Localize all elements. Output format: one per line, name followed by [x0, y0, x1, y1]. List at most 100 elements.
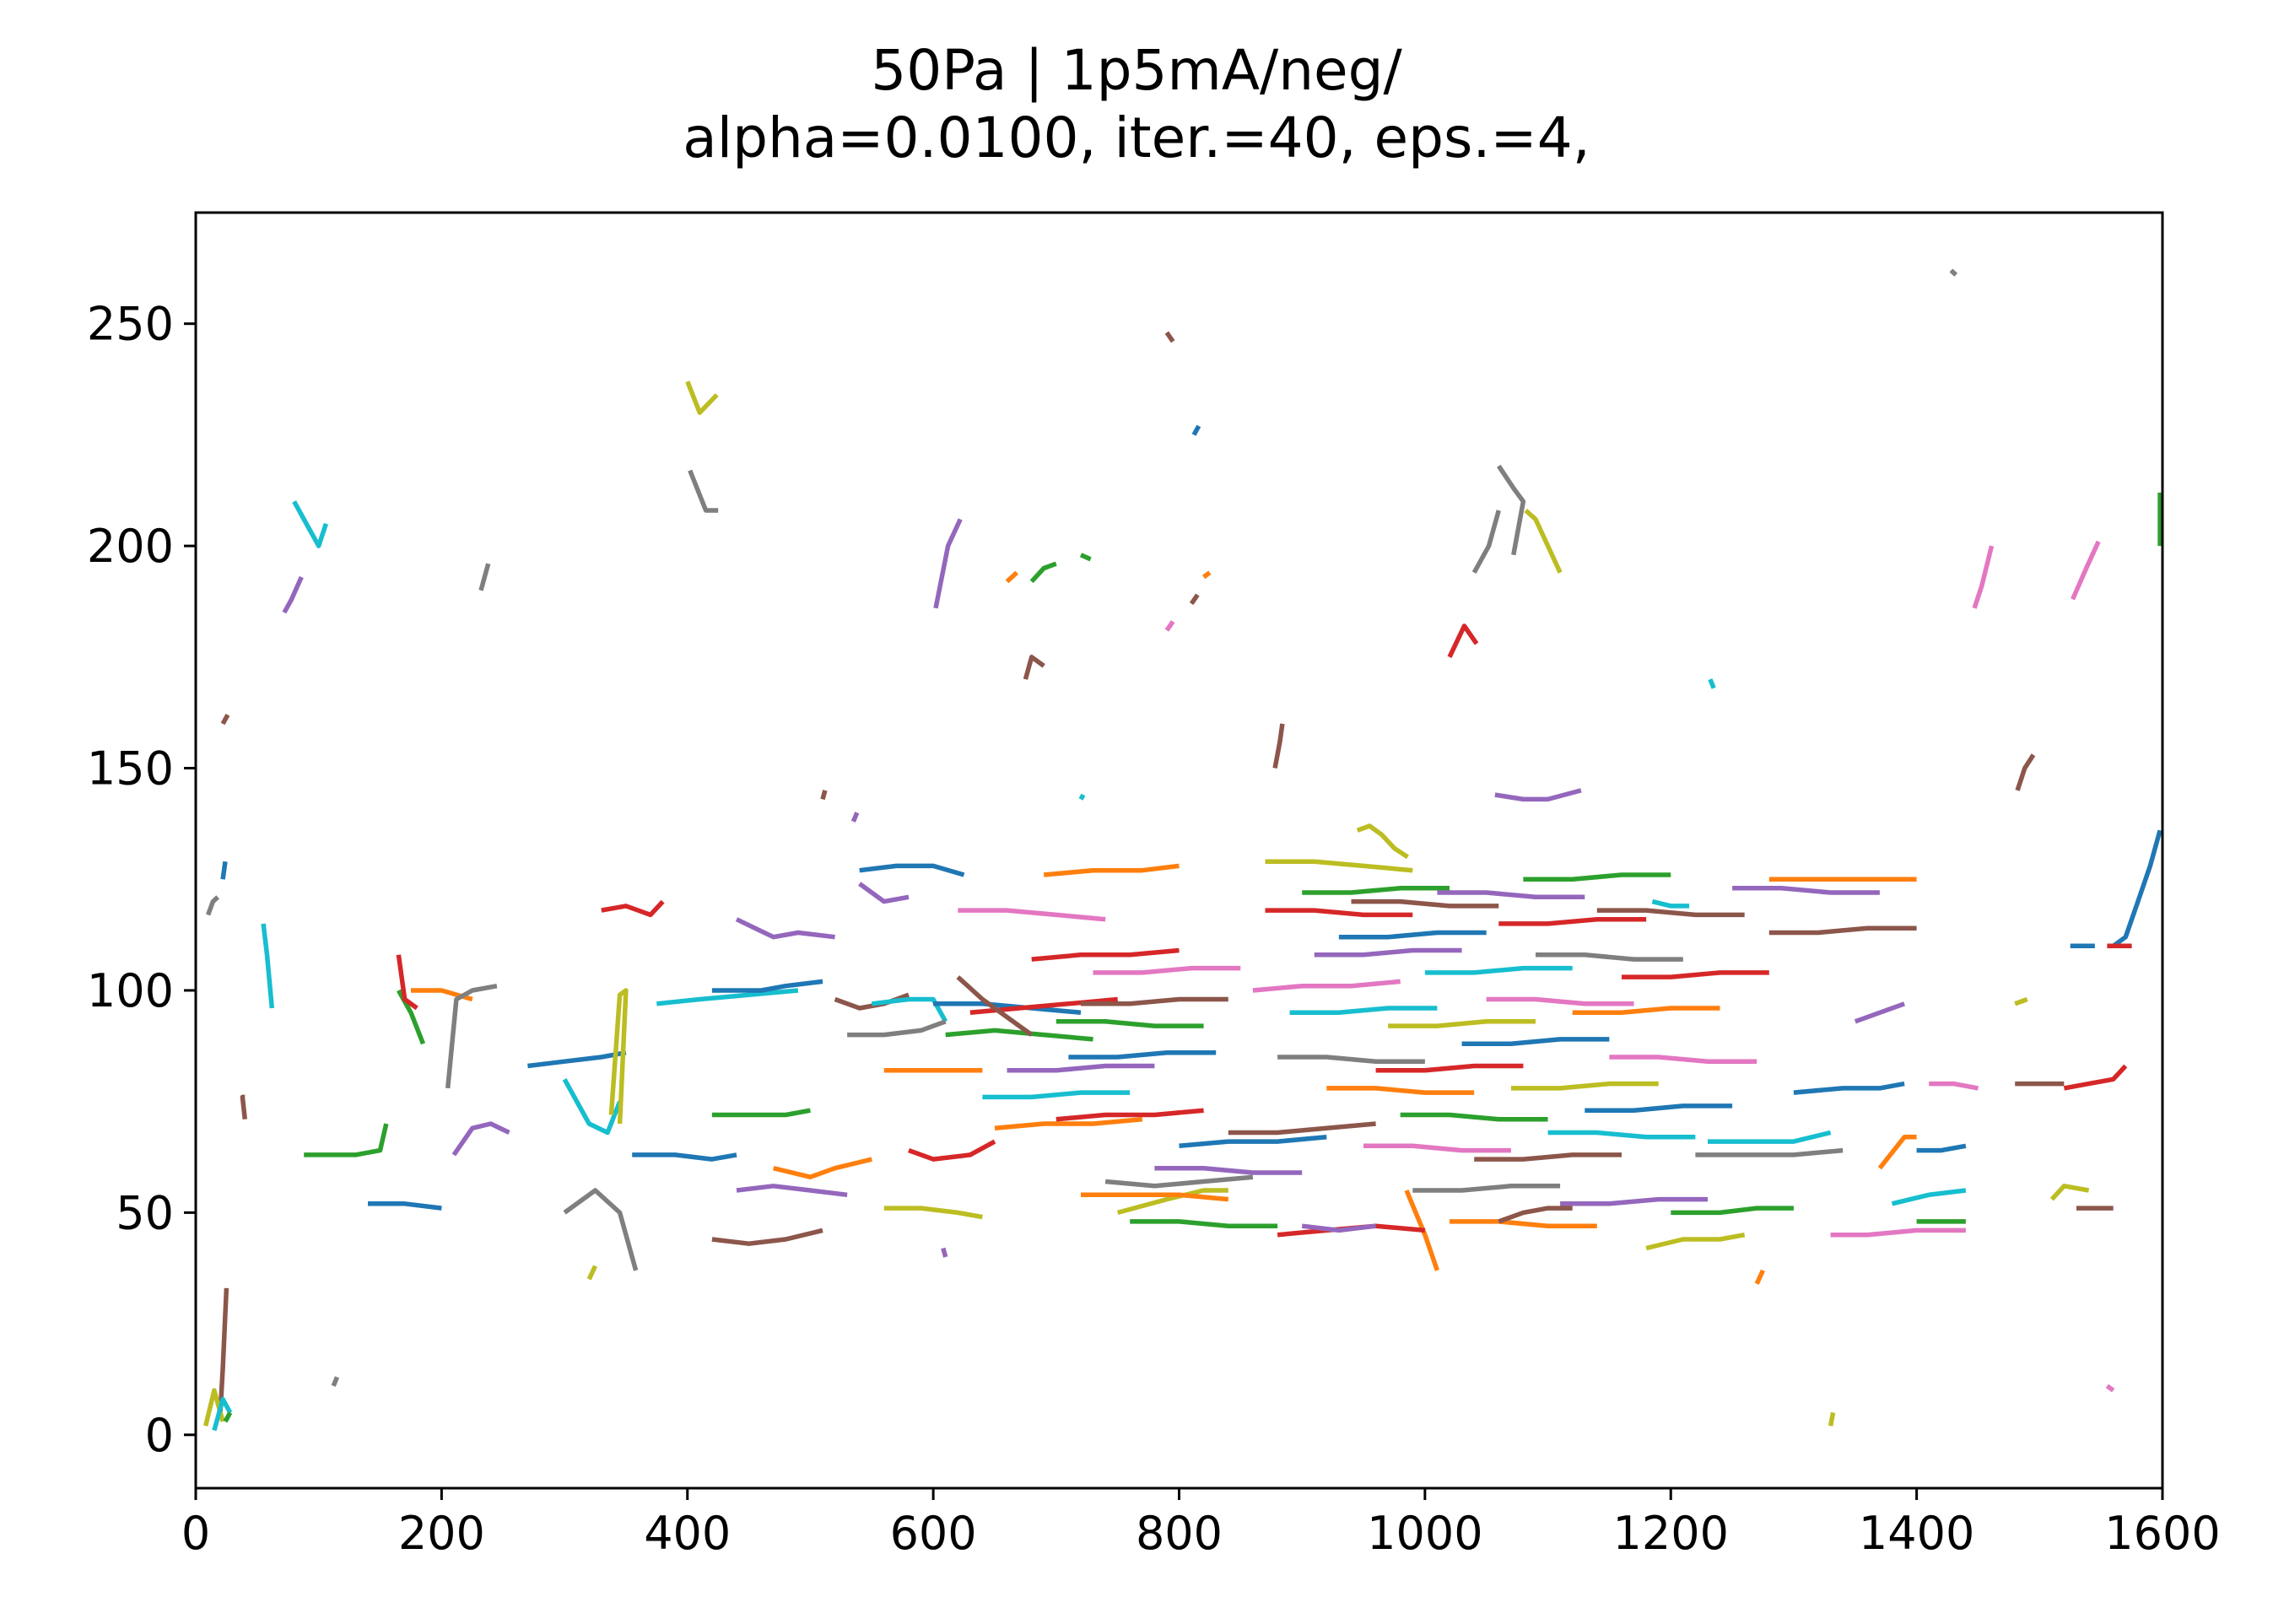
track-line [1450, 1219, 1597, 1228]
track-line [941, 1247, 948, 1258]
track-line [563, 1188, 639, 1271]
track-line [2049, 1184, 2090, 1201]
track-line [820, 790, 828, 801]
track-line [1314, 947, 1462, 958]
track-line [1078, 793, 1086, 801]
track-line [711, 979, 823, 993]
track-line [1524, 508, 1563, 574]
track-line [735, 917, 835, 940]
track-line [688, 469, 719, 513]
x-tick-label: 1000 [1367, 1507, 1482, 1560]
track-line [1536, 952, 1683, 962]
track-line [1651, 898, 1690, 909]
track-line [711, 1108, 811, 1118]
track-line [1471, 510, 1501, 575]
track-line [1412, 1184, 1561, 1193]
track-line [1708, 678, 1716, 689]
x-tick-label: 0 [181, 1507, 210, 1560]
track-line [2071, 540, 2101, 601]
track-line [562, 1077, 623, 1136]
track-line [1079, 553, 1092, 562]
x-tick-label: 200 [398, 1507, 485, 1560]
track-line [1252, 979, 1401, 993]
track-line [1356, 823, 1410, 860]
track-line [1510, 1081, 1659, 1091]
track-line [1830, 1227, 1966, 1238]
track-line [1671, 1206, 1794, 1216]
track-line [1596, 908, 1745, 918]
chart-title-line-1: 50Pa | 1p5mA/neg/ [871, 38, 1402, 103]
track-line [859, 863, 965, 877]
track-line [1498, 916, 1647, 926]
track-line [368, 1201, 442, 1211]
x-tick-label: 800 [1136, 1507, 1223, 1560]
track-line [1523, 872, 1671, 882]
track-line [1437, 890, 1585, 900]
track-line [1754, 1269, 1765, 1285]
y-tick-label: 200 [87, 520, 174, 573]
track-line [2015, 753, 2036, 791]
chart-title-line-2: alpha=0.0100, iter.=40, eps.=4, [683, 105, 1590, 170]
track-line [1854, 1001, 1906, 1024]
track-line [1093, 965, 1241, 975]
track-line [451, 1121, 510, 1157]
track-line [871, 996, 948, 1023]
track-line [218, 1287, 229, 1413]
track-line [396, 954, 418, 1011]
track-line [1031, 947, 1180, 962]
track-line [1732, 886, 1880, 895]
track-line [1277, 1055, 1425, 1064]
track-line [1301, 1223, 1376, 1233]
track-line [1043, 863, 1180, 877]
track-line [240, 1094, 248, 1120]
track-line [1154, 1165, 1303, 1175]
axes-frame [194, 211, 2164, 1490]
track-line [1164, 620, 1175, 632]
track-line [1622, 970, 1769, 979]
track-line [331, 1376, 340, 1387]
track-line [1560, 1196, 1708, 1206]
track-line [601, 899, 665, 918]
track-line [1179, 1135, 1327, 1149]
track-line [1130, 1219, 1278, 1228]
track-line [908, 1139, 996, 1162]
track-line [292, 500, 329, 548]
track-line [1201, 570, 1212, 580]
track-line [220, 713, 230, 726]
track-line [2063, 1064, 2128, 1091]
track-line [632, 1152, 737, 1162]
track-line [1695, 1147, 1844, 1157]
track-line [1388, 1019, 1536, 1028]
track-line [261, 923, 275, 1009]
track-line [2105, 1384, 2115, 1393]
track-line [1081, 1192, 1229, 1202]
track-line [1494, 788, 1582, 802]
x-tick-label: 1400 [1859, 1507, 1974, 1560]
track-line [1265, 908, 1413, 918]
track-line [1645, 1232, 1746, 1251]
track-line [711, 1227, 823, 1246]
track-line [1916, 1143, 1967, 1153]
track-line [1585, 1103, 1733, 1113]
track-line [527, 1049, 627, 1069]
track-line [883, 1206, 983, 1220]
track-line [1572, 1006, 1720, 1016]
track-line [1029, 561, 1057, 584]
track-line [1708, 1130, 1832, 1144]
y-tick-label: 100 [87, 964, 174, 1017]
track-line [956, 975, 1034, 1037]
track-line [478, 563, 491, 591]
track-line [1547, 1130, 1696, 1140]
track-line [1404, 1189, 1440, 1271]
track-line [1486, 996, 1634, 1006]
track-line [685, 380, 719, 415]
track-line [1972, 545, 1995, 609]
track-line [1461, 1037, 1610, 1046]
track-line [1302, 886, 1450, 895]
track-line [1068, 1049, 1217, 1060]
x-tick-label: 1600 [2104, 1507, 2220, 1560]
track-line [1375, 1063, 1524, 1073]
y-tick-label: 250 [87, 298, 174, 351]
track-line [1498, 1206, 1573, 1224]
